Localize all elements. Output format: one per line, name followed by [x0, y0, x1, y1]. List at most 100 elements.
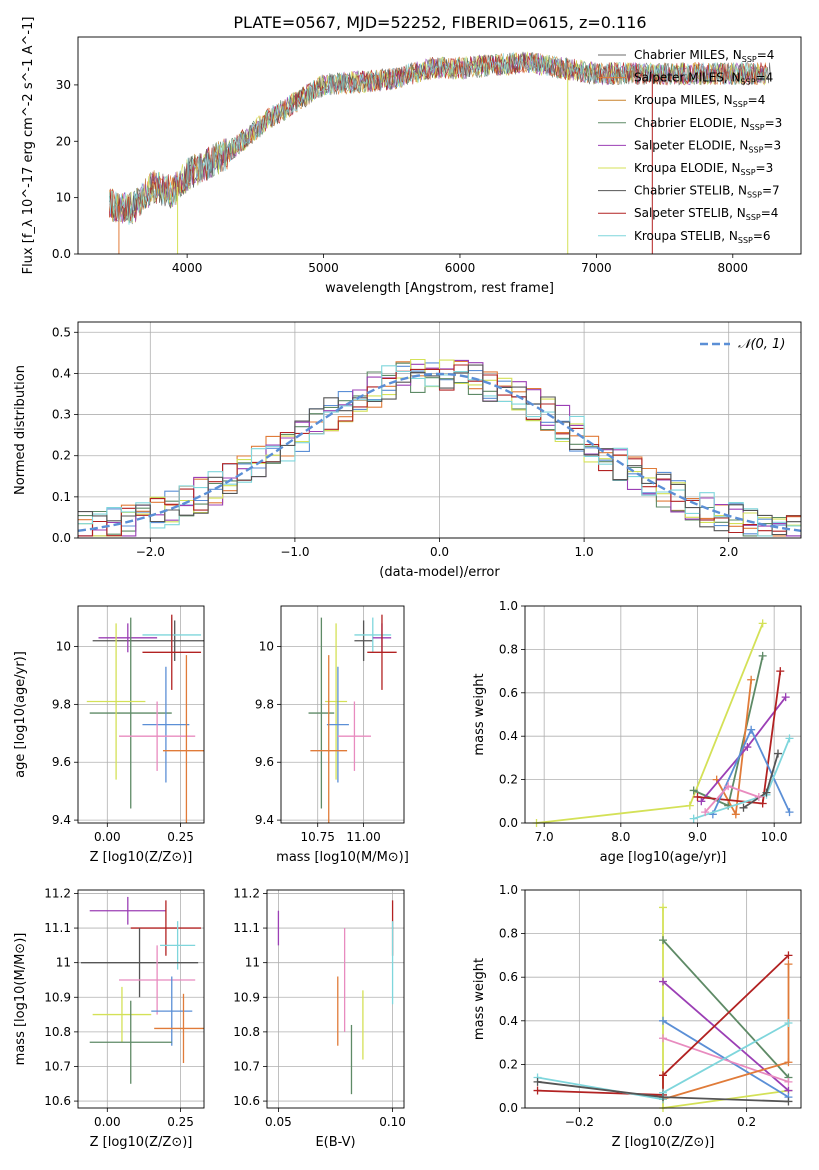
legend-count: =3: [763, 138, 781, 152]
legend-count: =7: [762, 184, 780, 198]
errorbar-point: [142, 614, 202, 690]
weight-series: [662, 980, 790, 1092]
tick-label-y: 9.6: [52, 755, 71, 769]
weight-marker: [743, 743, 752, 752]
tick-label-y: 9.4: [255, 813, 274, 827]
tick-label-y: 11: [56, 956, 71, 970]
lines-weight_Z: [533, 903, 793, 1112]
panel-mass_ebv: 0.05 0.10 10.6 10.7 10.8 10.9 11 11.1 11.2 E(B-V): [233, 886, 406, 1150]
tick-label-y: 0.2: [499, 1057, 518, 1071]
legend-count: =4: [748, 93, 766, 107]
tick-label-y: 10: [56, 640, 71, 654]
weight-marker: [693, 792, 702, 801]
tick-label-x: −2.0: [136, 545, 165, 559]
weight-marker: [689, 786, 698, 795]
legend-count: =4: [757, 48, 775, 62]
legend-entry: Chabrier MILES, NSSP=4: [634, 48, 774, 64]
grid-age_Z: [78, 606, 204, 823]
legend-name: Chabrier STELIB, N: [634, 184, 747, 198]
tick-label-y: 20: [56, 134, 71, 148]
tick-label-y: 10: [56, 191, 71, 205]
panel-age_mass: 10.75 11.00 9.4 9.6 9.8 10 mass [log10(M/M⊙)]: [255, 605, 409, 865]
tick-label-y: 10.9: [233, 990, 260, 1004]
weight-marker: [685, 801, 694, 810]
errorbar-point: [92, 620, 204, 661]
tick-label-y: 30: [56, 78, 71, 92]
weight-series: [537, 954, 790, 1096]
tick-label-y: 0.8: [499, 642, 518, 656]
legend-name: Salpeter STELIB, N: [634, 206, 746, 220]
axes-frame: [280, 605, 405, 824]
weight-marker: [701, 808, 710, 817]
errorbar-point: [151, 976, 193, 1046]
figure-title: PLATE=0567, MJD=52252, FIBERID=0615, z=0…: [233, 13, 646, 32]
spectrum-series: [109, 51, 771, 222]
y-axis-label: mass weight: [472, 673, 487, 755]
legend-subscript: SSP: [747, 191, 762, 200]
tick-label-y: 11: [245, 956, 260, 970]
tick-label-x: 4000: [172, 261, 203, 275]
axes-frame: [266, 889, 405, 1109]
tick-label-y: 0.0: [499, 816, 518, 830]
weight-marker: [785, 734, 794, 743]
errorbar-point: [142, 666, 190, 783]
panel-residuals: −2.0 −1.0 0.0 1.0 2.0 0.0 0.1 0.2 0.3 0.4 0.5 (data…: [13, 321, 802, 580]
tick-label-y: 10.7: [233, 1059, 260, 1073]
tick-label-x: 6000: [445, 261, 476, 275]
weight-marker: [697, 797, 706, 806]
weight-marker: [659, 1071, 667, 1080]
y-axis-label: Flux [f_λ 10^-17 erg cm^-2 s^-1 A^-1]: [21, 17, 36, 275]
legend-entry: Chabrier ELODIE, NSSP=3: [634, 116, 782, 132]
weight-marker: [784, 951, 793, 960]
tick-label-y: 0.0: [52, 531, 71, 545]
weight-marker: [659, 1016, 667, 1025]
weight-series: [662, 1037, 789, 1083]
histograms: [78, 358, 801, 537]
x-axis-label: Z [log10(Z/Z⊙)]: [612, 1135, 715, 1150]
legend-name: Kroupa STELIB, N: [634, 229, 738, 243]
spectrum-series: [109, 51, 767, 225]
x-axis-label: E(B-V): [315, 1135, 355, 1150]
weight-marker: [758, 799, 767, 808]
legend-name: Chabrier MILES, N: [634, 48, 742, 62]
errorbar-point: [89, 1000, 172, 1084]
weight-marker: [659, 903, 667, 912]
weight-marker: [754, 792, 763, 801]
tick-label-y: 0.6: [499, 970, 518, 984]
weight-marker: [533, 1086, 542, 1095]
legend-count: =3: [765, 116, 783, 130]
tick-label-x: 0.05: [265, 1115, 292, 1129]
tick-label-y: 10: [259, 640, 274, 654]
weight-marker: [659, 936, 667, 945]
legend-subscript: SSP: [748, 145, 763, 154]
tick-label-x: 11.00: [346, 830, 380, 844]
tick-label-y: 0.4: [499, 729, 518, 743]
legend-subscript: SSP: [742, 55, 757, 64]
tick-label-x: 0.25: [167, 830, 194, 844]
legend-count: =4: [761, 206, 779, 220]
axes-frame: [77, 321, 802, 539]
tick-label-y: 9.8: [255, 697, 274, 711]
tick-label-x: 8000: [718, 261, 749, 275]
x-axis-label: (data-model)/error: [379, 565, 500, 580]
tick-label-y: 0.0: [52, 247, 71, 261]
errorbar-point: [86, 623, 146, 780]
tick-label-y: 10.8: [44, 1025, 71, 1039]
legend-count: =6: [753, 229, 771, 243]
y-axis-label: mass weight: [472, 958, 487, 1040]
legend-entry: Salpeter STELIB, NSSP=4: [634, 206, 778, 222]
errorbar-point: [160, 921, 196, 970]
weight-marker: [774, 749, 782, 758]
tick-label-x: 0.00: [94, 1115, 121, 1129]
weight-marker: [659, 1034, 667, 1043]
weight-marker: [781, 693, 790, 702]
legend-subscript: SSP: [733, 100, 748, 109]
tick-label-y: 0.2: [52, 449, 71, 463]
errorbar-point: [310, 655, 348, 823]
tick-label-y: 9.8: [52, 697, 71, 711]
legend-subscript: SSP: [738, 236, 753, 245]
weight-marker: [747, 725, 756, 734]
legend-entry: Kroupa MILES, NSSP=4: [634, 93, 765, 109]
